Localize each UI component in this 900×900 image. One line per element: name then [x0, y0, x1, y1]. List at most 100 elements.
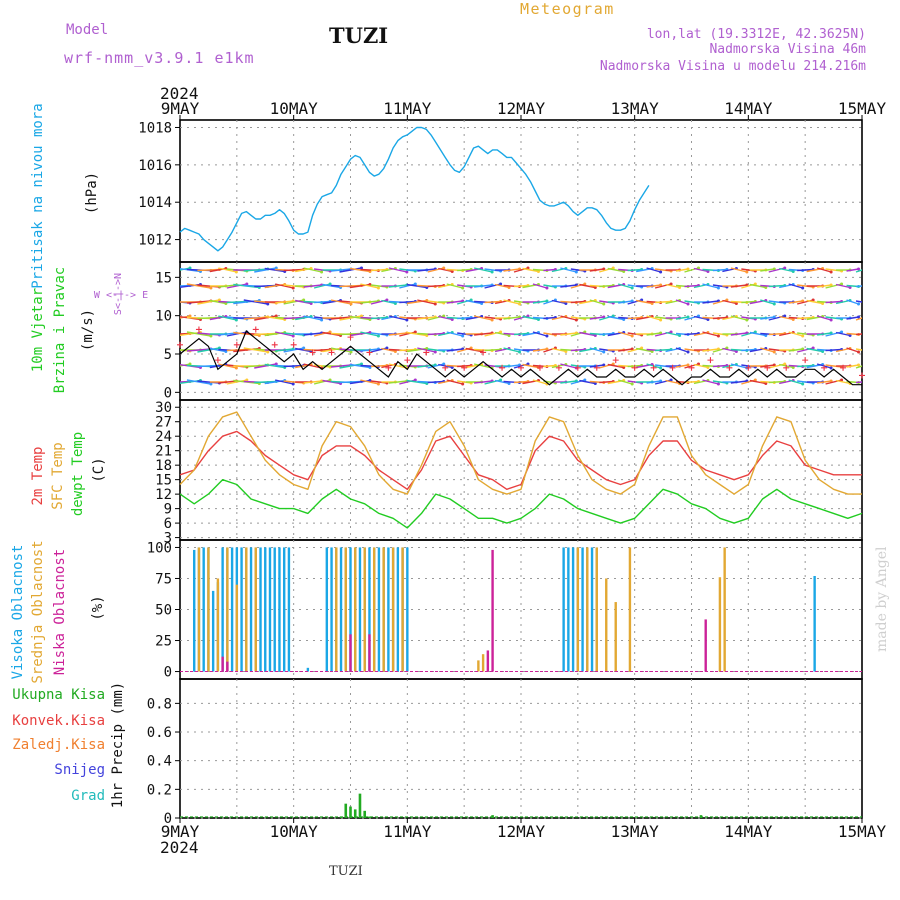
top-day-label: 13MAY [611, 99, 660, 118]
wind-arrow [618, 300, 633, 304]
wind-arrow [186, 283, 212, 289]
wind-arrow [560, 267, 577, 273]
wind-arrow [655, 348, 672, 352]
wind-ytick-label: 5 [164, 347, 172, 363]
wind-arrow [646, 332, 661, 336]
wind-arrow [264, 315, 285, 321]
wind-arrow [730, 332, 747, 336]
wind-arrow-head [857, 363, 861, 367]
temperature-ytick-label: 18 [155, 458, 172, 474]
wind-arrow [197, 268, 220, 272]
year-top: 2024 [160, 84, 199, 103]
wind-arrow [599, 284, 614, 288]
wind-arrow [684, 284, 699, 288]
wind-arrow [370, 364, 387, 368]
mid_cloud-bar [335, 547, 338, 672]
wind-arrow-head [706, 318, 710, 321]
wind-arrow [399, 331, 416, 337]
wind-arrow [314, 300, 331, 304]
wind-arrow [186, 379, 212, 385]
lonlat-text: lon,lat (19.3312E, 42.3625N) [647, 27, 866, 42]
wind-arrow-head [461, 382, 465, 386]
top-day-label: 11MAY [383, 99, 432, 118]
wind-arrow [760, 299, 775, 305]
high_cloud-bar [249, 547, 253, 672]
wind-arrow-head [536, 270, 540, 273]
wind-arrow [180, 267, 191, 271]
wind-arrow-head [783, 266, 787, 270]
altitude-text: Nadmorska Visina 46m [709, 42, 866, 57]
wind-arrow [543, 364, 556, 368]
wind-arrow [646, 380, 661, 384]
wind-arrow [275, 379, 294, 385]
wind-arrow [646, 267, 661, 273]
wind-arrow [186, 331, 212, 337]
precip-ytick-label: 0.4 [147, 754, 172, 770]
wind-arrow [446, 348, 463, 352]
wind-arrow [264, 267, 285, 273]
wind-gust-marker [480, 349, 487, 356]
wind-arrow [473, 267, 493, 273]
wind-arrow-head [245, 378, 249, 382]
wind-arrow [360, 379, 379, 385]
wind-arrow-head [376, 334, 380, 338]
wind-arrow [560, 363, 577, 369]
wind-arrow [218, 363, 237, 369]
wind-arrow-head [593, 382, 597, 385]
mid_cloud-bar [605, 578, 608, 672]
wind-arrow [275, 331, 294, 337]
wind-arrow [749, 331, 766, 337]
wind-arrow [665, 331, 680, 337]
wind-arrow [579, 283, 596, 289]
wind-gust-marker [423, 349, 430, 356]
wind-arrow [370, 316, 387, 320]
wind-arrows [180, 266, 862, 386]
wind-arrow [303, 332, 322, 336]
wind-arrow-head [840, 330, 844, 334]
mid_cloud-bar [207, 547, 210, 672]
wind-arrow-head [545, 334, 549, 338]
wind-arrow [503, 364, 520, 368]
wind-gust-marker [271, 341, 278, 348]
wind-arrow [503, 268, 520, 272]
wind-arrow [855, 269, 862, 273]
temperature-labels: 2m Temp SFC Temp dewpt Temp (C) [30, 432, 107, 516]
clouds-ytick-label: 25 [155, 634, 172, 650]
high_cloud-bar [240, 547, 243, 672]
precip_total-bar [349, 806, 352, 818]
wind-arrow [180, 332, 191, 335]
wind-arrow [254, 363, 277, 369]
low_cloud-bar [491, 549, 494, 672]
wind-arrow [797, 364, 814, 368]
station-title: TUZI [329, 23, 388, 48]
wind-arrow [665, 379, 680, 385]
wind-arrow [599, 380, 614, 384]
wind-arrow [417, 364, 436, 368]
wind-gust-marker [177, 341, 183, 348]
wind-arrow-head [349, 350, 353, 354]
wind-arrow [360, 300, 379, 304]
wind-arrow [209, 347, 227, 353]
mid_cloud-bar [363, 547, 366, 672]
wind-arrow-head [385, 298, 389, 302]
wind-arrow [473, 363, 493, 369]
wind-arrow [675, 347, 689, 353]
wind-arrow [314, 348, 331, 352]
wind-arrow [712, 268, 727, 272]
wind-arrow [797, 268, 814, 272]
low_cloud-bar [486, 650, 490, 672]
wind-arrow-head [328, 378, 332, 382]
wind-arrow [607, 315, 624, 321]
wind-arrow-head [791, 366, 795, 369]
wind-gust-marker [252, 326, 259, 333]
wind-arrow [438, 315, 453, 321]
pressure-ytick-label: 1018 [138, 120, 172, 136]
wind-arrow-head [360, 362, 363, 366]
high_cloud-bar [571, 547, 575, 672]
low_cloud-bar [221, 656, 224, 672]
wind-arrow [399, 348, 416, 352]
wind-arrow [303, 363, 322, 369]
precip-legend-frozen: Zaledj.Kisa [12, 737, 105, 753]
wind-arrow-head [659, 366, 663, 370]
high_cloud-bar [325, 547, 329, 672]
